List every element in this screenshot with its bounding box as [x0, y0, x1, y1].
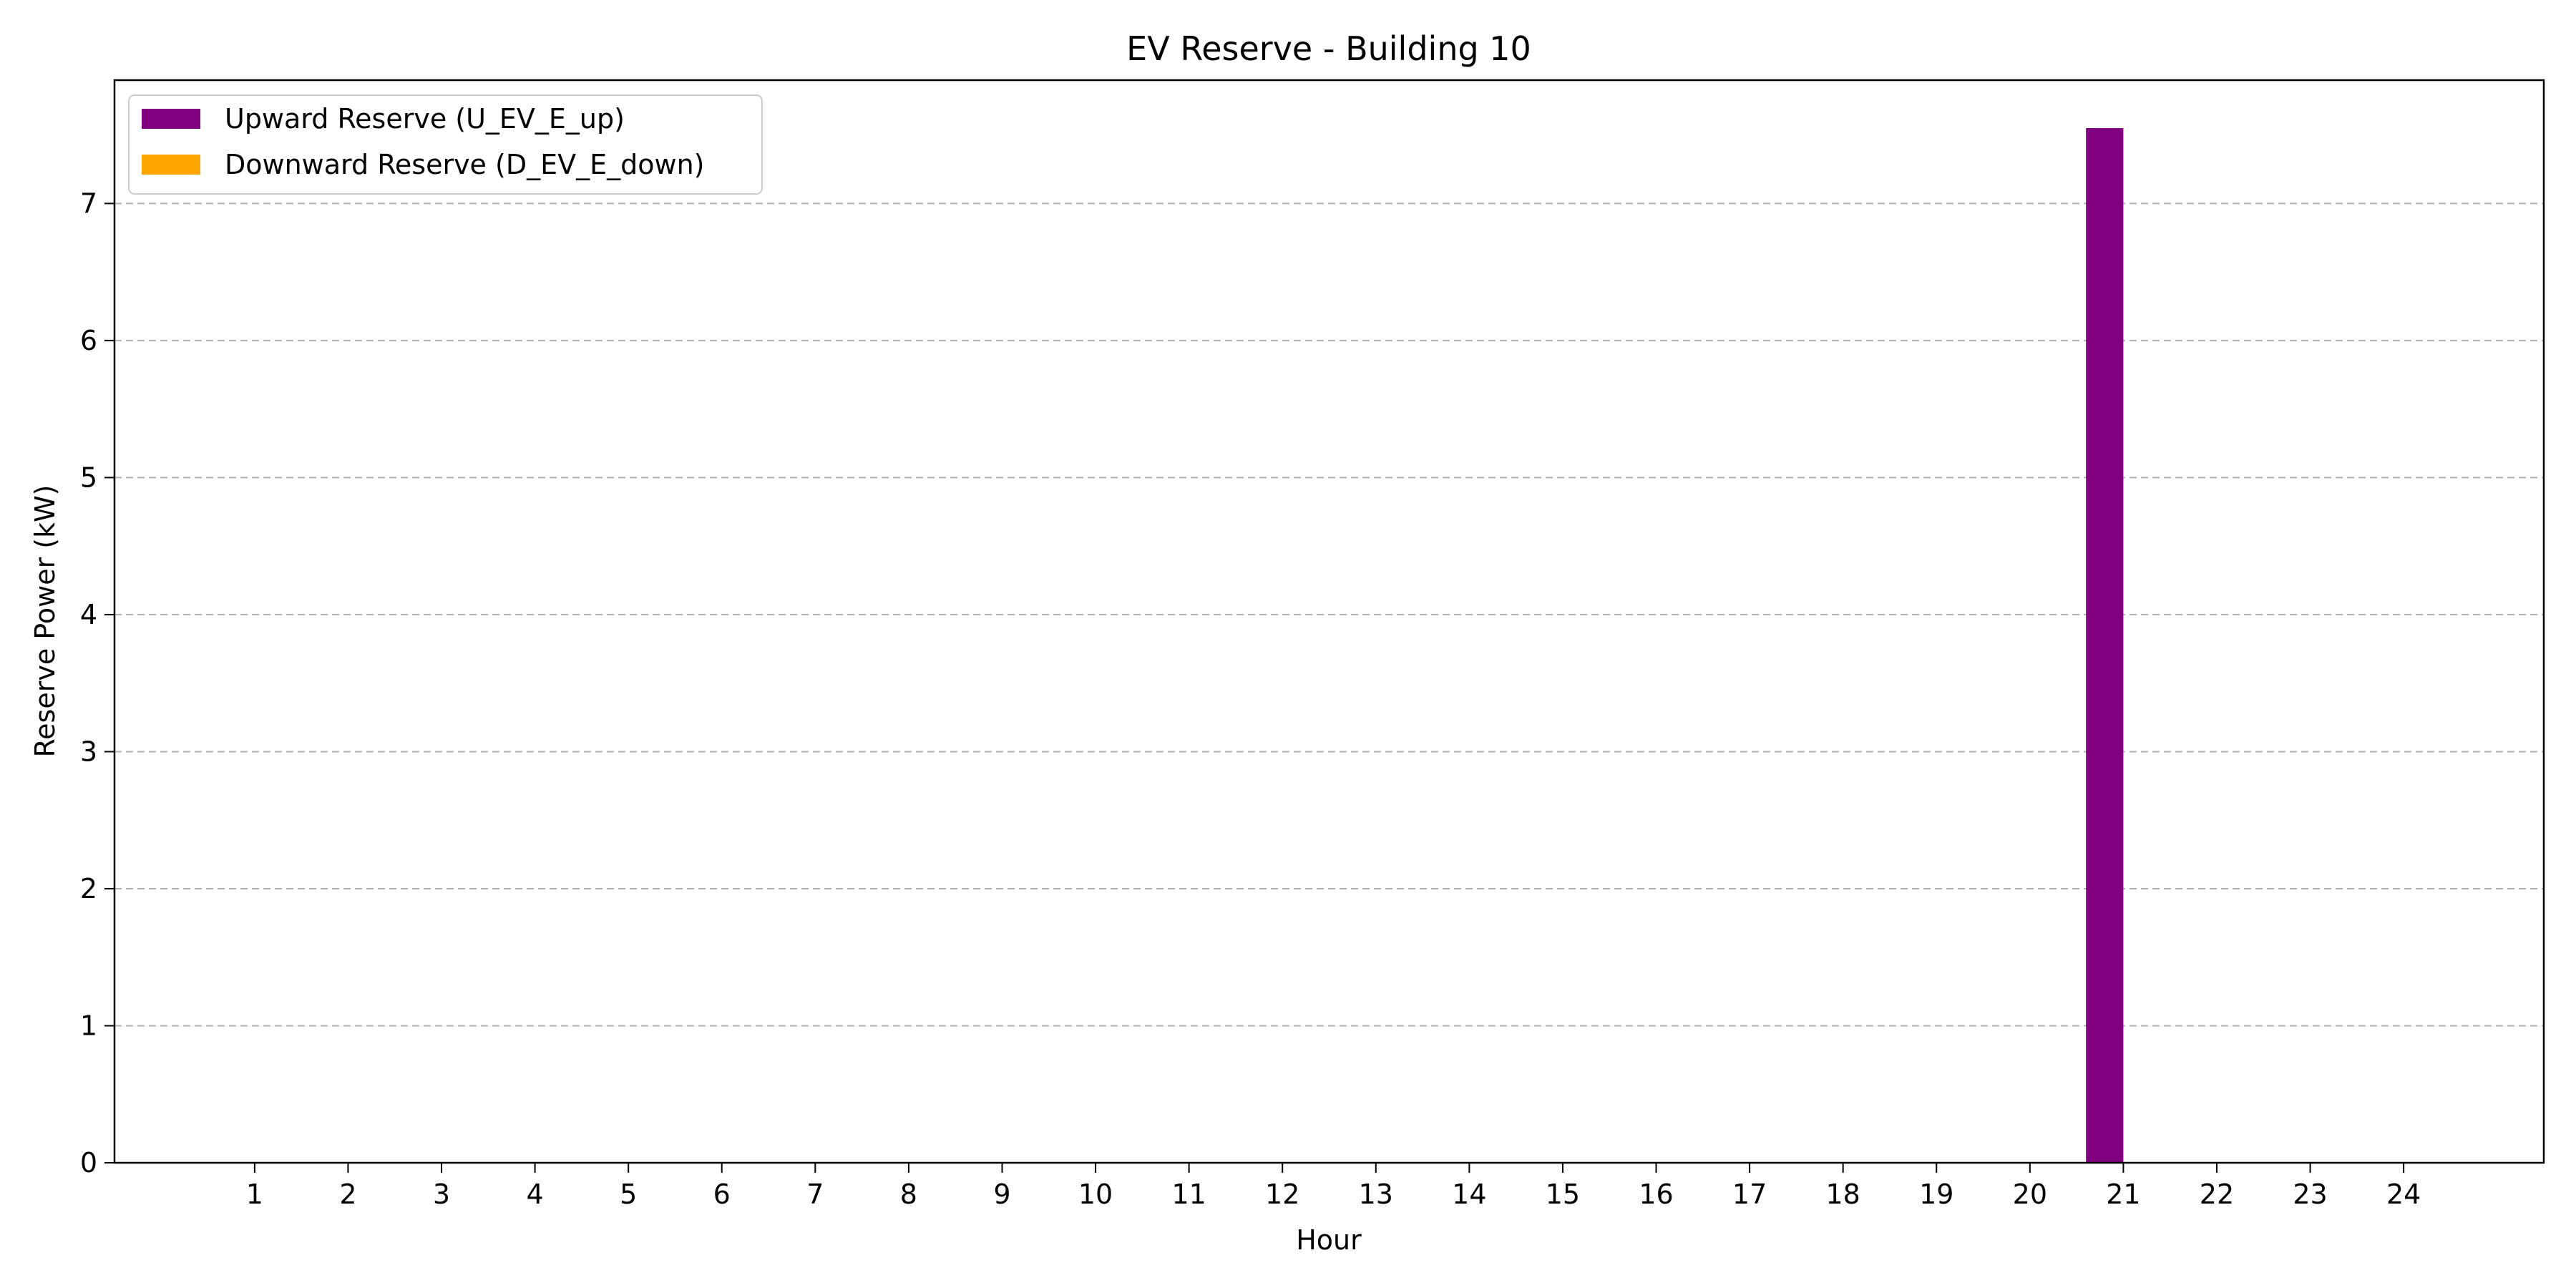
x-tick-label: 3 — [433, 1179, 450, 1210]
x-tick-label: 24 — [2386, 1179, 2421, 1210]
chart-title: EV Reserve - Building 10 — [1126, 29, 1531, 68]
y-tick-label: 5 — [80, 462, 97, 493]
x-tick-label: 4 — [527, 1179, 544, 1210]
x-tick-label: 22 — [2200, 1179, 2234, 1210]
x-tick-label: 2 — [339, 1179, 356, 1210]
x-tick-label: 16 — [1639, 1179, 1673, 1210]
y-tick-label: 1 — [80, 1010, 97, 1041]
x-tick-label: 17 — [1732, 1179, 1767, 1210]
x-tick-label: 5 — [620, 1179, 637, 1210]
legend-label: Upward Reserve (U_EV_E_up) — [225, 103, 625, 135]
y-axis-label: Reserve Power (kW) — [29, 484, 61, 757]
x-tick-label: 21 — [2106, 1179, 2140, 1210]
bar-upward-hour-21 — [2086, 128, 2124, 1163]
x-tick-label: 19 — [1919, 1179, 1953, 1210]
bars — [2086, 128, 2124, 1163]
x-axis-ticks: 1 2 3 4 5 6 7 8 9 10 11 12 13 14 15 16 17 18 19 20 21 22 23 24 — [246, 1163, 2421, 1210]
x-tick-label: 18 — [1825, 1179, 1860, 1210]
y-tick-label: 7 — [80, 187, 97, 219]
x-tick-label: 9 — [993, 1179, 1010, 1210]
y-tick-label: 2 — [80, 873, 97, 904]
x-tick-label: 7 — [806, 1179, 824, 1210]
x-tick-label: 14 — [1452, 1179, 1486, 1210]
y-tick-label: 3 — [80, 736, 97, 767]
y-tick-label: 4 — [80, 599, 97, 630]
x-axis-label: Hour — [1296, 1224, 1362, 1256]
x-tick-label: 1 — [246, 1179, 263, 1210]
x-tick-label: 13 — [1359, 1179, 1393, 1210]
x-tick-label: 11 — [1171, 1179, 1206, 1210]
x-tick-label: 8 — [900, 1179, 917, 1210]
y-tick-label: 6 — [80, 325, 97, 356]
x-tick-label: 23 — [2293, 1179, 2327, 1210]
x-tick-label: 20 — [2013, 1179, 2047, 1210]
x-tick-label: 15 — [1546, 1179, 1580, 1210]
legend-swatch — [142, 155, 200, 175]
plot-frame — [113, 79, 2545, 1164]
y-axis-ticks: 0 1 2 3 4 5 6 7 — [80, 187, 114, 1179]
legend-swatch — [142, 109, 200, 129]
x-tick-label: 10 — [1078, 1179, 1113, 1210]
grid-lines — [114, 203, 2544, 1027]
x-tick-label: 6 — [713, 1179, 731, 1210]
legend-label: Downward Reserve (D_EV_E_down) — [225, 149, 704, 180]
legend: Upward Reserve (U_EV_E_up) Downward Reser… — [128, 94, 763, 195]
legend-box — [128, 94, 763, 195]
y-tick-label: 0 — [80, 1147, 97, 1179]
x-tick-label: 12 — [1265, 1179, 1299, 1210]
